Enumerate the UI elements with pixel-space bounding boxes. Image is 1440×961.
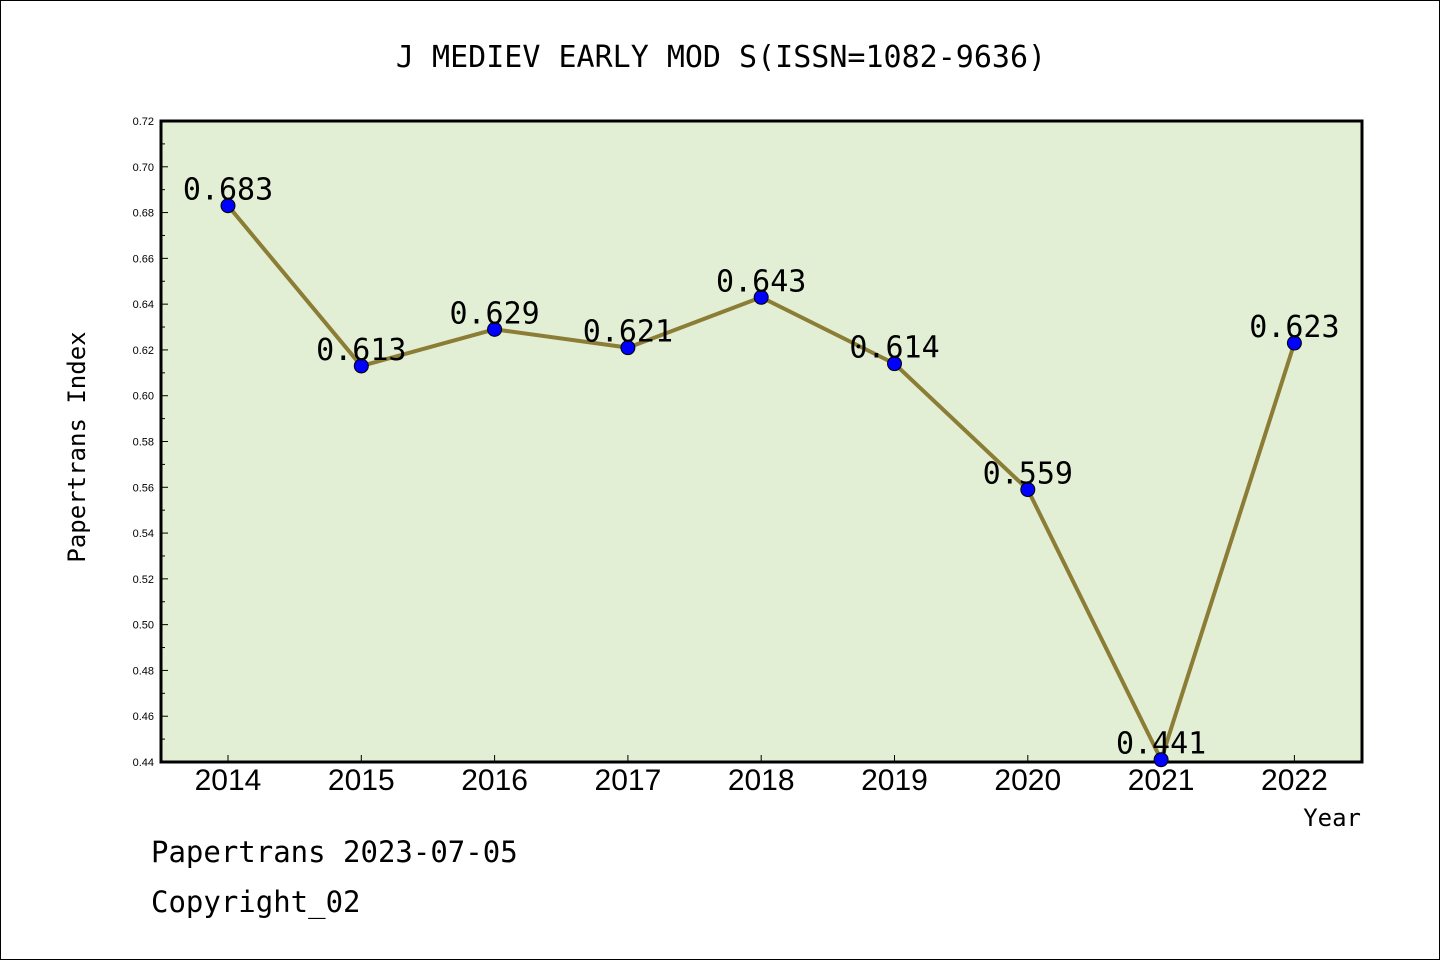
x-tick-label: 2020 <box>994 764 1061 797</box>
y-tick-label: 0.66 <box>133 253 154 265</box>
x-tick-label: 2019 <box>861 764 928 797</box>
data-label: 0.614 <box>849 331 939 366</box>
x-axis-title: Year <box>1303 804 1361 832</box>
y-tick-label: 0.60 <box>133 391 154 403</box>
data-point <box>753 289 769 305</box>
data-label: 0.629 <box>449 296 539 331</box>
x-tick-label: 2021 <box>1128 764 1195 797</box>
y-tick-label: 0.72 <box>133 116 154 128</box>
plot-area <box>159 119 1364 764</box>
x-tick-label: 2014 <box>195 764 262 797</box>
x-tick-label: 2018 <box>728 764 795 797</box>
data-point <box>1153 752 1169 768</box>
x-axis: 2014 2015 2016 2017 2018 2019 2020 2021 2022 <box>195 755 1328 797</box>
data-point <box>487 321 503 337</box>
data-label: 0.643 <box>716 264 806 299</box>
chart-title: J MEDIEV EARLY MOD S(ISSN=1082-9636) <box>396 40 1046 75</box>
data-label: 0.441 <box>1116 727 1206 762</box>
y-tick-label: 0.64 <box>133 299 154 311</box>
x-tick-label: 2017 <box>595 764 662 797</box>
y-tick-label: 0.50 <box>133 620 154 632</box>
data-label: 0.559 <box>983 457 1073 492</box>
data-point <box>1020 482 1036 498</box>
y-axis-title: Papertrans Index <box>63 331 91 562</box>
x-tick-label: 2022 <box>1261 764 1328 797</box>
data-label: 0.683 <box>183 173 273 208</box>
data-label: 0.621 <box>583 315 673 350</box>
series: 0.683 0.613 0.629 0.621 0.643 0.614 0.559 0.441… <box>183 173 1340 768</box>
y-axis: 0.44 0.46 0.48 0.50 0.52 0.54 0.56 0.58 0.60 0.62… <box>133 116 168 769</box>
footer-copyright: Copyright_02 <box>151 885 361 919</box>
y-tick-label: 0.46 <box>133 711 154 723</box>
data-label: 0.623 <box>1249 310 1339 345</box>
y-tick-label: 0.44 <box>133 757 154 769</box>
y-tick-label: 0.58 <box>133 437 154 449</box>
data-point <box>1286 335 1302 351</box>
data-point <box>887 356 902 372</box>
data-point <box>220 198 236 214</box>
data-point <box>353 358 369 374</box>
y-tick-label: 0.52 <box>133 574 154 586</box>
y-tick-label: 0.70 <box>133 162 154 174</box>
y-tick-label: 0.56 <box>133 482 154 494</box>
y-tick-label: 0.54 <box>133 528 154 540</box>
y-tick-label: 0.62 <box>133 345 154 357</box>
x-tick-label: 2015 <box>328 764 395 797</box>
data-label: 0.613 <box>316 333 406 368</box>
data-point <box>620 340 636 356</box>
x-tick-label: 2016 <box>461 764 528 797</box>
y-tick-label: 0.48 <box>133 665 154 677</box>
footer-source: Papertrans 2023-07-05 <box>151 835 518 869</box>
y-tick-label: 0.68 <box>133 208 154 220</box>
